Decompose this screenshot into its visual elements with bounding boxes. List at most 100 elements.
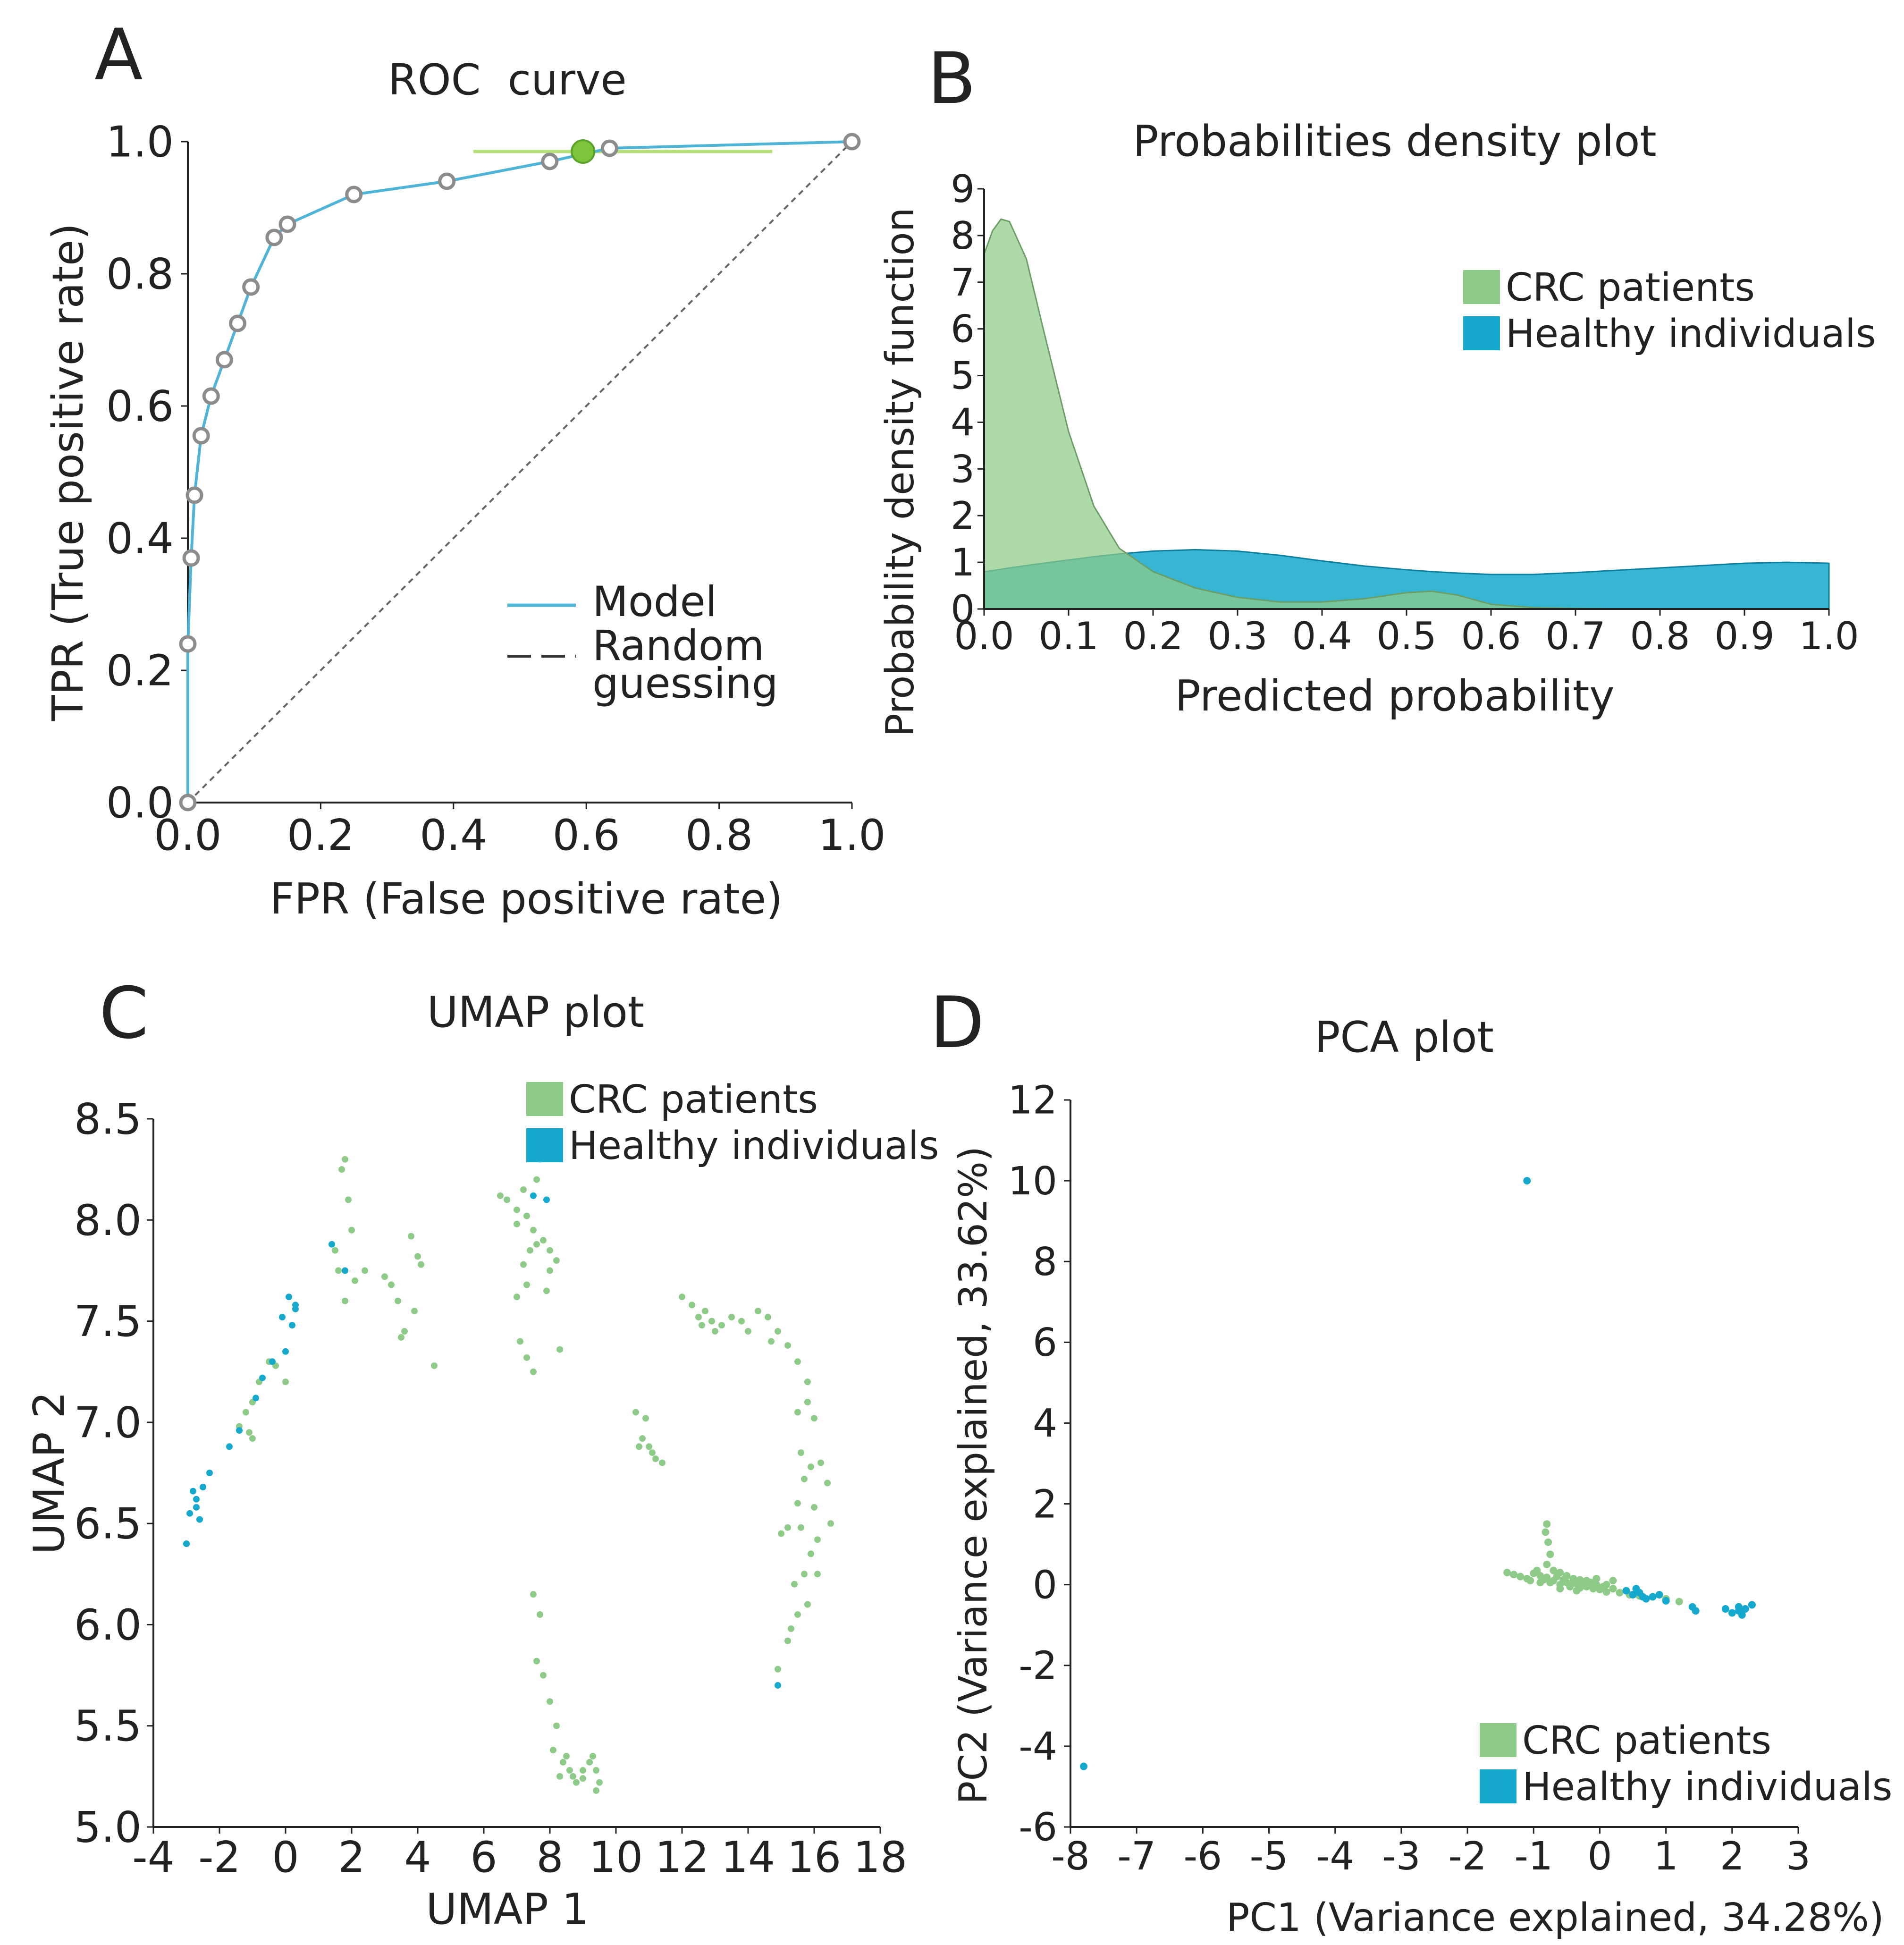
- pca-y-axis-label: PC2 (Variance explained, 33.62%): [951, 1146, 996, 1804]
- y-tick-label: 5: [951, 354, 975, 398]
- legend-crc-label: CRC patients: [1522, 1718, 1771, 1763]
- y-tick-label: 4: [951, 400, 975, 444]
- y-tick-label: -4: [1019, 1725, 1057, 1769]
- roc-legend: Model Random guessing: [507, 577, 778, 708]
- healthy-point: [1738, 1611, 1746, 1619]
- x-tick-label: 12: [655, 1833, 709, 1882]
- density-axes: 0.0 0.1 0.2 0.3 0.4 0.5 0.6 0.7 0.8 0.9 1.0 0123456…: [951, 167, 1859, 658]
- crc-point: [537, 1611, 543, 1618]
- legend-crc-label: CRC patients: [569, 1077, 818, 1122]
- panel-c-umap: C UMAP plot -4 -2 0 2 4 6 8 10 12 14 16 18 5.0 5.5 6.0…: [25, 972, 939, 1934]
- legend-crc-swatch: [1480, 1723, 1516, 1757]
- roc-point: [192, 427, 210, 445]
- crc-point: [547, 1698, 553, 1705]
- crc-point: [804, 1378, 811, 1386]
- healthy-point: [282, 1348, 289, 1355]
- crc-point: [768, 1338, 775, 1345]
- crc-point: [827, 1520, 834, 1527]
- x-tick-label: 0.6: [1461, 614, 1521, 658]
- crc-point: [398, 1334, 404, 1341]
- y-tick-label: 1: [951, 541, 975, 584]
- crc-point: [520, 1186, 527, 1193]
- crc-point: [1536, 1579, 1544, 1587]
- x-tick-label: 16: [787, 1833, 842, 1882]
- crc-point: [646, 1443, 652, 1450]
- healthy-point: [530, 1192, 537, 1199]
- x-tick-label: 1.0: [1799, 614, 1859, 658]
- x-tick-label: 2: [1720, 1834, 1744, 1879]
- x-tick-label: 0.3: [1207, 614, 1267, 658]
- crc-point: [523, 1281, 530, 1288]
- roc-title: ROC curve: [388, 55, 627, 105]
- y-tick-label: 3: [951, 447, 975, 491]
- crc-point: [553, 1722, 560, 1729]
- pca-x-axis-label: PC1 (Variance explained, 34.28%): [1226, 1895, 1884, 1940]
- crc-point: [520, 1261, 527, 1268]
- crc-point: [679, 1294, 685, 1301]
- crc-point: [798, 1449, 804, 1456]
- crc-point: [811, 1504, 817, 1511]
- crc-point: [530, 1368, 537, 1375]
- x-tick-label: 0.1: [1038, 614, 1098, 658]
- crc-point: [523, 1354, 530, 1361]
- legend-model-label: Model: [592, 577, 717, 626]
- crc-point: [395, 1297, 401, 1304]
- healthy-point: [183, 1540, 190, 1547]
- crc-point: [738, 1318, 745, 1325]
- roc-point: [242, 278, 260, 296]
- x-tick-label: 6: [470, 1833, 497, 1882]
- roc-point: [600, 139, 618, 157]
- y-tick-label: 2: [1033, 1482, 1057, 1527]
- healthy-point: [543, 1196, 550, 1203]
- crc-point: [332, 1247, 338, 1254]
- crc-point: [563, 1753, 570, 1759]
- roc-point: [215, 351, 233, 369]
- y-tick-label: 0: [1033, 1563, 1057, 1607]
- crc-point: [1573, 1587, 1581, 1595]
- healthy-point: [1622, 1587, 1630, 1595]
- y-tick-label: 8.0: [74, 1196, 142, 1245]
- y-tick-label: 5.0: [74, 1803, 142, 1852]
- crc-point: [497, 1192, 504, 1199]
- crc-point: [804, 1601, 811, 1608]
- x-tick-label: 0: [1587, 1834, 1612, 1879]
- crc-point: [1544, 1538, 1552, 1546]
- pca-points: [1080, 1177, 1756, 1770]
- y-tick-label: 1.0: [106, 118, 174, 167]
- x-tick-label: -6: [1183, 1834, 1222, 1879]
- crc-point: [596, 1779, 603, 1786]
- crc-point: [1542, 1528, 1550, 1536]
- density-title: Probabilities density plot: [1133, 117, 1656, 166]
- crc-point: [755, 1308, 761, 1315]
- crc-point: [1616, 1589, 1624, 1597]
- crc-point: [728, 1314, 735, 1320]
- healthy-point: [329, 1241, 335, 1248]
- roc-point: [438, 172, 456, 190]
- crc-point: [1563, 1572, 1571, 1580]
- crc-point: [699, 1322, 705, 1329]
- roc-point: [182, 549, 200, 567]
- crc-point: [556, 1346, 563, 1353]
- x-tick-label: 0.4: [420, 811, 487, 860]
- crc-point: [527, 1247, 533, 1254]
- crc-point: [794, 1358, 801, 1365]
- crc-point: [243, 1409, 249, 1416]
- healthy-point: [342, 1267, 348, 1274]
- legend-crc-swatch: [1463, 270, 1500, 304]
- y-tick-label: 0.6: [106, 382, 174, 431]
- x-tick-label: -2: [198, 1833, 241, 1882]
- crc-point: [1503, 1569, 1511, 1576]
- healthy-point: [1632, 1585, 1640, 1593]
- crc-point: [745, 1328, 751, 1335]
- crc-point: [533, 1657, 540, 1665]
- y-tick-label: -6: [1019, 1805, 1057, 1850]
- legend-random-label: Random: [592, 621, 764, 670]
- crc-point: [695, 1314, 702, 1320]
- crc-point: [514, 1220, 520, 1227]
- crc-point: [652, 1455, 659, 1462]
- x-tick-label: 4: [404, 1833, 431, 1882]
- roc-point: [278, 215, 296, 233]
- crc-point: [639, 1435, 646, 1442]
- y-tick-label: 8: [1033, 1240, 1057, 1285]
